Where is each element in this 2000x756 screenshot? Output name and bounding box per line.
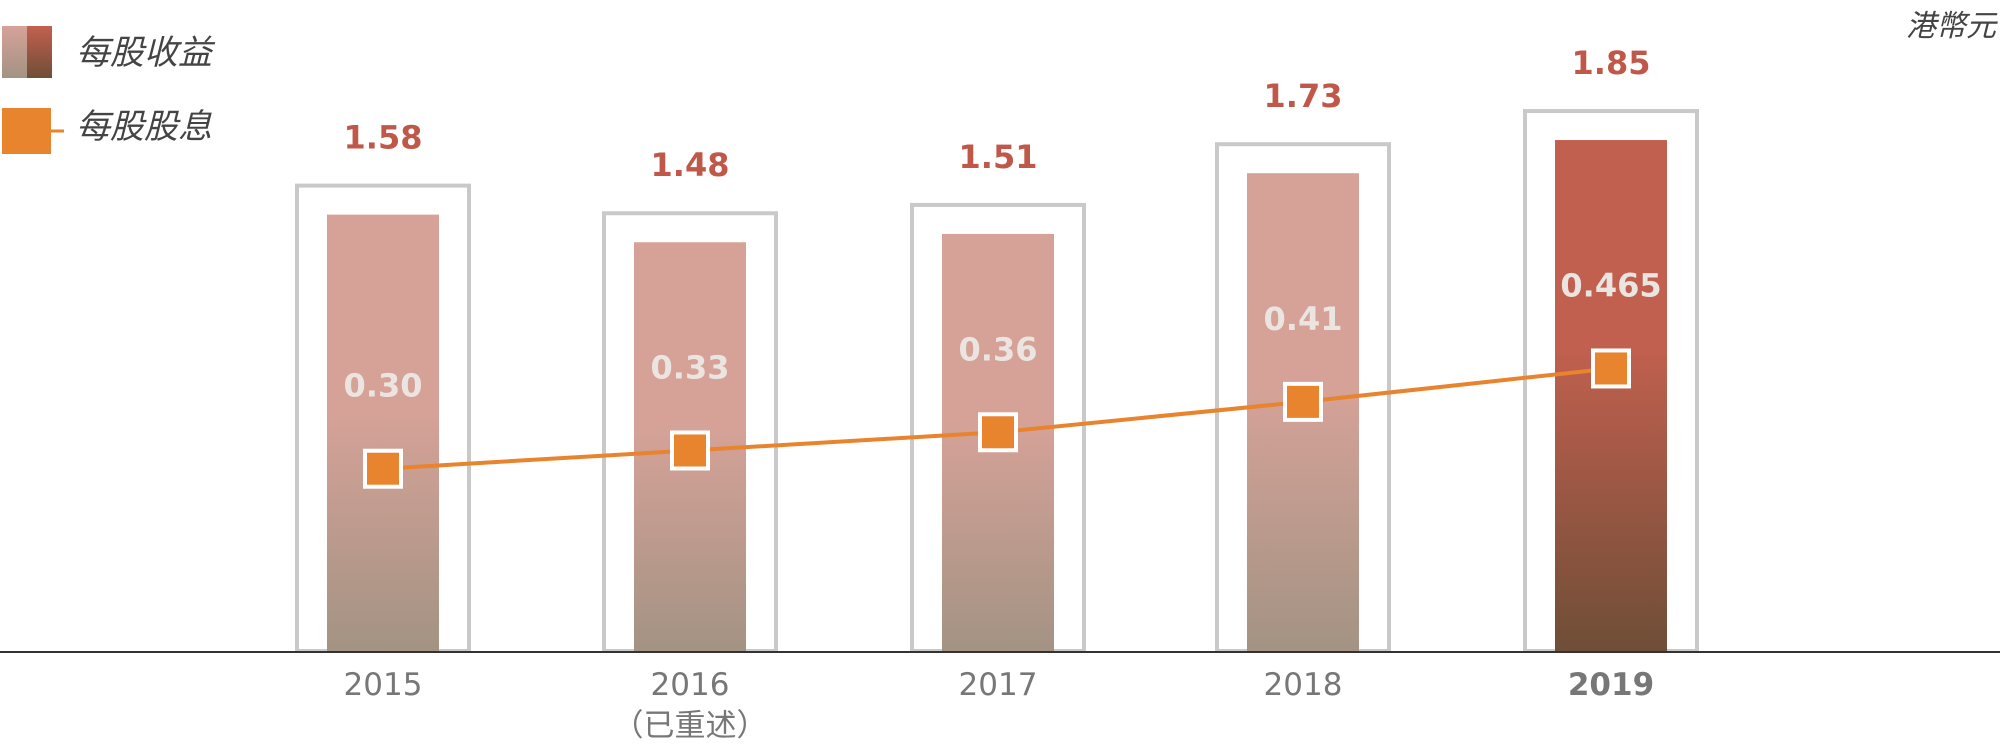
x-tick-sublabel-2016: （已重述）	[613, 708, 768, 744]
eps-value-label-2015: 1.58	[344, 119, 423, 157]
legend-dps-label: 每股股息	[76, 107, 212, 147]
x-tick-2019: 2019	[1568, 667, 1654, 703]
eps-value-label-2016: 1.48	[651, 146, 730, 184]
dps-marker-2016	[670, 430, 710, 471]
unit-label: 港幣元	[1906, 9, 1998, 44]
eps-bar-2019	[1555, 140, 1667, 652]
dps-marker-2019	[1591, 348, 1631, 389]
eps-bars	[327, 140, 1667, 652]
legend-dps-swatch	[2, 108, 64, 154]
x-tick-2018: 2018	[1264, 667, 1343, 703]
dps-value-label-2019: 0.465	[1560, 266, 1661, 304]
x-tick-labels: 2015 2016 （已重述） 2017 2018 2019	[344, 667, 1655, 744]
dps-marker-2015	[363, 448, 403, 489]
dps-value-label-2017: 0.36	[959, 330, 1038, 368]
eps-value-label-2018: 1.73	[1264, 77, 1343, 115]
dps-value-label-2018: 0.41	[1264, 300, 1343, 338]
dps-markers	[363, 348, 1631, 489]
legend-eps-label: 每股收益	[76, 33, 216, 73]
x-tick-2016: 2016	[651, 667, 730, 703]
dps-marker-2018	[1283, 381, 1323, 422]
dps-value-label-2016: 0.33	[651, 348, 730, 386]
eps-value-label-2019: 1.85	[1572, 44, 1651, 82]
legend-eps-swatch	[2, 26, 52, 78]
eps-labels: 1.58 1.48 1.51 1.73 1.85	[344, 44, 1651, 184]
dps-marker-2017	[978, 412, 1018, 453]
x-tick-2017: 2017	[959, 667, 1038, 703]
eps-value-label-2017: 1.51	[959, 138, 1038, 176]
legend: 每股收益 每股股息	[2, 26, 216, 154]
dps-labels: 0.30 0.33 0.36 0.41 0.465	[344, 266, 1662, 404]
eps-bar-2015	[327, 214, 439, 651]
dps-value-label-2015: 0.30	[344, 367, 423, 405]
x-tick-2015: 2015	[344, 667, 423, 703]
